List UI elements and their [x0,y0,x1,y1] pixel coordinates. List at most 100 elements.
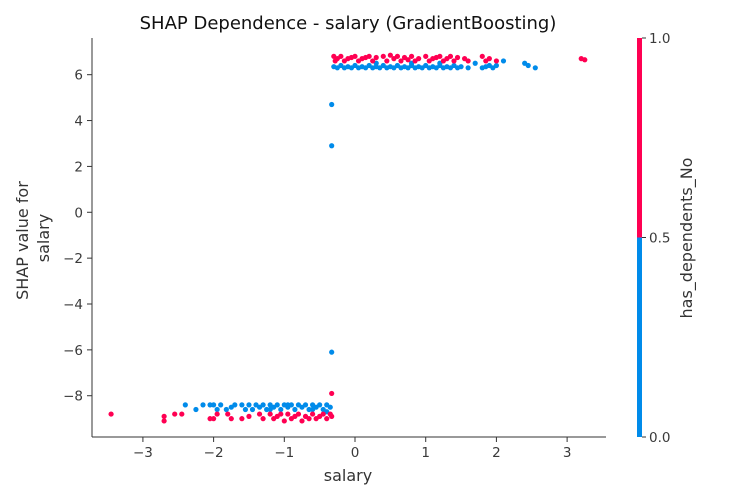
y-axis-label-line-1: SHAP value for [13,181,32,300]
scatter-point-low [317,402,323,408]
scatter-point-low [532,65,538,71]
scatter-point-low [246,402,252,408]
scatter-point-high [338,53,344,59]
y-tick-label: −4 [63,297,83,313]
scatter-point-high [387,52,393,58]
y-tick-label: 2 [74,159,83,175]
scatter-point-high [299,418,305,424]
scatter-point-high [348,54,355,61]
scatter-point-high [329,390,335,397]
scatter-point-high [329,413,335,419]
scatter-point-high [172,411,178,417]
y-tick-label: −2 [63,251,83,267]
scatter-point-low [309,406,316,413]
scatter-point-low [211,402,217,408]
scatter-point-high [260,416,266,422]
scatter-point-low [302,402,309,408]
y-axis-label-line-2: salary [34,214,53,262]
scatter-point-high [309,411,316,417]
scatter-point-high [285,411,291,417]
x-axis-ticks: −3 −2 −1 0 1 2 3 [133,437,571,461]
scatter-point-low [267,406,273,413]
x-tick-label: 1 [421,445,430,461]
scatter-point-low [278,406,284,413]
colorbar-ticks: 0.0 0.5 1.0 [642,31,670,446]
scatter-point-high [320,411,326,417]
scatter-point-high [423,53,429,59]
scatter-point-low [232,402,238,408]
x-tick-label: 0 [351,445,360,461]
scatter-point-high [179,411,185,417]
scatter-point-high [211,416,217,422]
scatter-point-high [384,58,390,64]
scatter-point-high [398,58,404,64]
scatter-point-high [161,413,167,419]
colorbar: 0.0 0.5 1.0 has_dependents_No [637,31,697,446]
chart-title: SHAP Dependence - salary (GradientBoosti… [140,13,557,34]
scatter-point-high [433,54,439,61]
scatter-point-high [447,53,454,59]
scatter-point-high [486,56,492,62]
x-tick-label: −3 [133,445,153,461]
scatter-point-high [278,411,284,417]
scatter-point-high [363,54,369,61]
y-axis-ticks: −8 −6 −4 −2 0 2 4 6 [63,68,92,405]
scatter-point-low [193,406,199,413]
y-axis-label: SHAP value for salary [13,176,53,300]
scatter-point-high [161,418,167,424]
x-tick-label: −1 [274,445,294,461]
scatter-point-low [182,402,188,408]
scatter-point-high [408,53,415,59]
scatter-point-high [465,58,471,64]
x-tick-label: 3 [563,445,572,461]
colorbar-gradient [637,38,642,437]
scatter-point-low [465,65,471,71]
scatter-point-low [472,60,478,66]
plot-area: −3 −2 −1 0 1 2 3 −8 −6 −4 −2 0 2 4 6 [63,38,606,461]
scatter-point-high [256,411,263,417]
scatter-point-high [394,53,401,59]
scatter-point-low [500,58,507,64]
scatter-point-low [218,402,224,408]
scatter-point-high [246,413,252,419]
colorbar-label: has_dependents_No [677,158,697,319]
colorbar-tick-label: 0.0 [649,430,670,446]
scatter-point-high [225,411,231,417]
scatter-point-low [329,349,335,355]
scatter-point-high [454,54,461,61]
scatter-point-low [200,402,206,408]
y-tick-label: 4 [74,114,83,130]
scatter-point-low [458,64,464,70]
scatter-point-high [493,58,500,64]
scatter-point-high [306,416,312,422]
y-tick-label: −6 [63,343,83,359]
scatter-point-low [274,402,280,408]
colorbar-tick-label: 0.5 [649,231,670,247]
scatter-point-high [214,411,220,417]
y-tick-label: 0 [74,205,83,221]
scatter-point-high [228,416,234,422]
scatter-point-low [260,402,266,408]
x-tick-label: −2 [204,445,224,461]
scatter-point-high [451,58,457,64]
x-tick-label: 2 [492,445,501,461]
scatter-point-high [582,57,588,63]
y-tick-label: 6 [74,68,83,84]
scatter-point-low [242,406,249,413]
scatter-point-low [249,406,256,413]
x-axis-label: salary [324,466,372,485]
scatter-point-low [329,101,335,108]
scatter-point-low [329,143,335,149]
scatter-point-low [327,404,333,410]
scatter-point-low [239,402,245,408]
scatter-point-high [267,411,273,417]
scatter-point-low [292,406,298,413]
scatter-point-low [493,62,500,69]
scatter-point-high [370,58,376,64]
scatter-point-high [416,56,422,62]
colorbar-tick-label: 1.0 [649,31,670,47]
scatter-points [108,52,588,424]
scatter-point-high [380,53,386,59]
scatter-point-high [239,416,245,422]
